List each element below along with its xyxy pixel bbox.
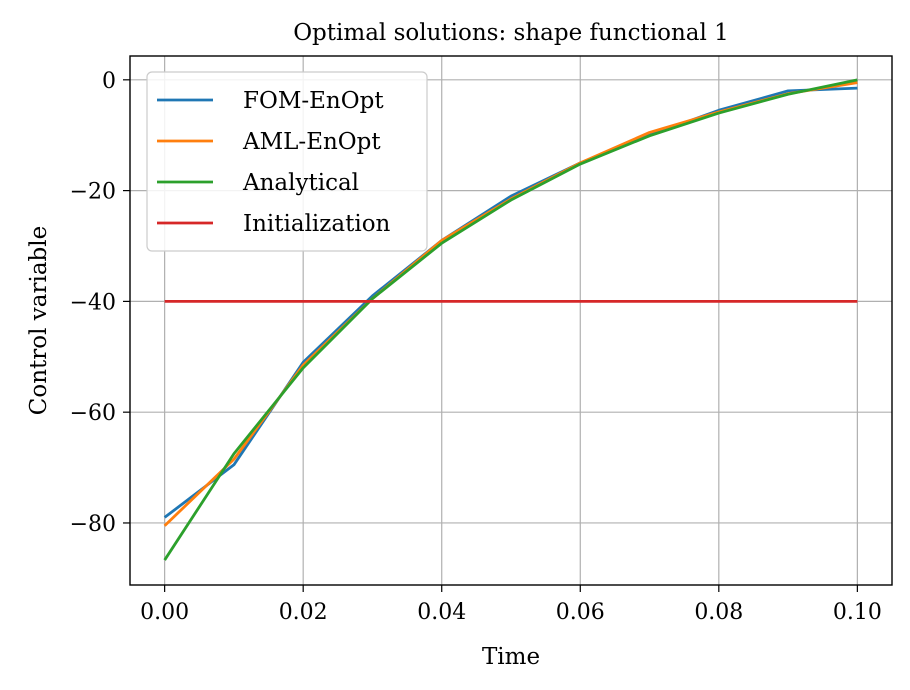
x-tick-label: 0.00: [140, 600, 189, 625]
plot-frame: [129, 55, 893, 586]
chart-title: Optimal solutions: shape functional 1: [293, 20, 729, 46]
legend-label: Initialization: [243, 211, 391, 237]
x-tick-label: 0.02: [279, 600, 328, 625]
x-tick-label: 0.06: [556, 600, 605, 625]
x-tick-label: 0.10: [833, 600, 882, 625]
series-lines: [163, 78, 858, 561]
legend: FOM-EnOpt AML-EnOpt Analytical Initializati…: [146, 71, 428, 252]
legend-label: FOM-EnOpt: [243, 88, 384, 114]
y-axis-label: Control variable: [26, 226, 52, 415]
x-tick-label: 0.08: [694, 600, 743, 625]
x-axis-label: Time: [482, 644, 540, 670]
legend-box: [146, 71, 428, 252]
y-tick-label: −20: [70, 180, 116, 205]
y-tick-label: 0: [102, 69, 116, 94]
series-line-analytical: [163, 78, 858, 561]
y-tick-label: −40: [70, 290, 116, 315]
x-tick-label: 0.04: [417, 600, 466, 625]
y-tick-label: −80: [70, 512, 116, 537]
y-tick-label: −60: [70, 401, 116, 426]
axis-ticks: 0.00 0.02 0.04 0.06 0.08 0.10 0 −20 −40 −60 −80: [70, 69, 882, 625]
legend-label: Analytical: [242, 170, 359, 196]
legend-label: AML-EnOpt: [242, 129, 381, 155]
